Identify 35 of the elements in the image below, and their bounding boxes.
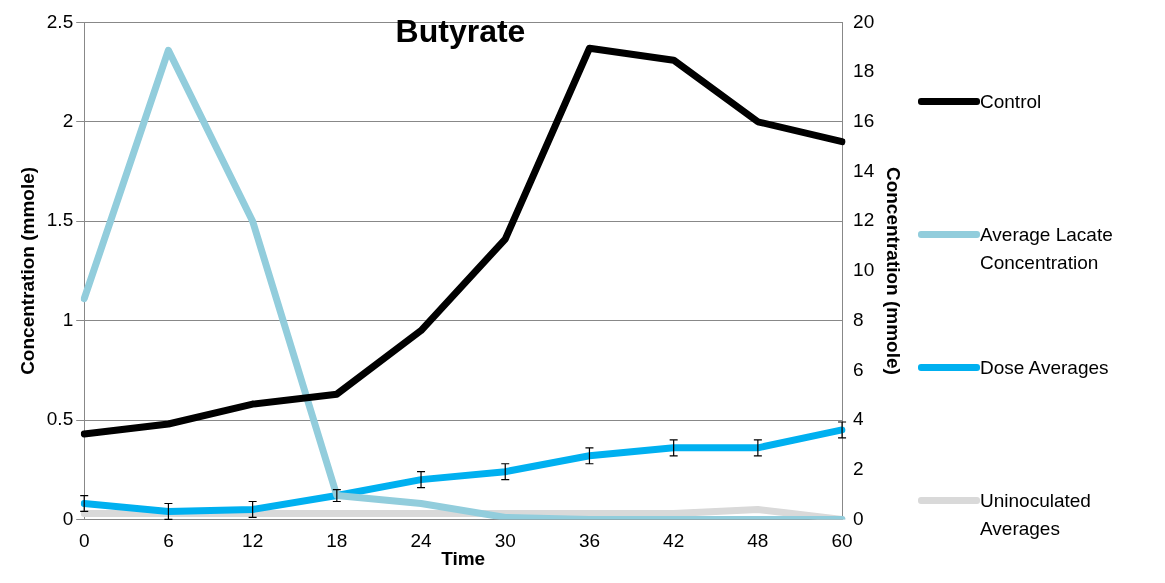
legend-label: Uninoculated Averages [980, 489, 1092, 541]
y-tick-label: 1.5 [46, 209, 74, 231]
x-tick-label: 36 [578, 530, 601, 552]
y2-tick-label: 16 [853, 110, 875, 132]
x-tick-label: 18 [326, 530, 348, 552]
y-tick-label: 1 [62, 308, 74, 330]
y2-tick-label: 4 [853, 408, 865, 430]
x-tick-label: 6 [163, 530, 174, 552]
x-tick-label: 0 [78, 530, 90, 552]
y2-tick-label: 10 [853, 259, 875, 281]
y2-tick-label: 0 [853, 507, 864, 529]
x-tick-label: 12 [242, 530, 264, 552]
y2-tick-label: 8 [853, 308, 864, 330]
legend-label: Average Lacate Concentration [980, 223, 1114, 275]
x-tick-label: 48 [747, 530, 769, 552]
y-tick-label: 0 [62, 507, 74, 529]
y-tick-label: 2 [62, 110, 74, 132]
x-tick-label: 24 [410, 530, 433, 552]
x-tick-label: 42 [663, 530, 685, 552]
y2-tick-label: 14 [853, 159, 875, 181]
x-axis-title: Time [441, 547, 486, 569]
y2-tick-label: 6 [853, 358, 864, 380]
x-tick-label: 60 [831, 530, 853, 552]
y-tick-label: 0.5 [46, 408, 74, 430]
chart-title: Butyrate [395, 13, 526, 50]
y-tick-label: 2.5 [46, 10, 74, 32]
legend-label: Dose Averages [980, 356, 1109, 380]
x-tick-label: 30 [494, 530, 516, 552]
y2-tick-label: 18 [853, 60, 875, 82]
y2-tick-label: 20 [853, 10, 875, 32]
legend-label: Control [980, 90, 1042, 114]
y2-tick-label: 12 [853, 209, 875, 231]
y2-axis-title: Concentration (mmole) [883, 166, 905, 375]
y2-tick-label: 2 [853, 457, 864, 479]
y-axis-title: Concentration (mmole) [16, 166, 38, 375]
